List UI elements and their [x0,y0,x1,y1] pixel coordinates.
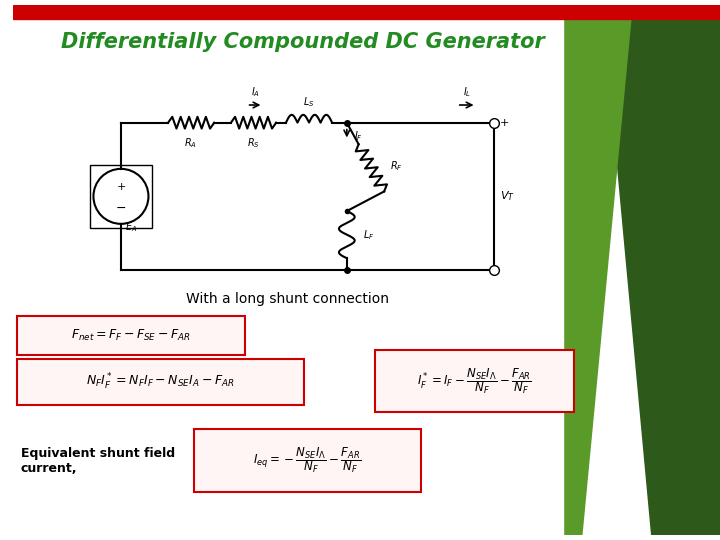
Text: $I_L$: $I_L$ [462,85,471,99]
Text: $R_F$: $R_F$ [390,159,402,173]
Bar [13,5,720,18]
FancyBboxPatch shape [375,349,574,413]
Text: $L_F$: $L_F$ [363,228,374,241]
Text: $R_S$: $R_S$ [247,137,260,150]
Polygon shape [602,5,720,535]
Text: $I_F^* = I_F - \dfrac{N_{SE} I_\Lambda}{N_F} - \dfrac{F_{AR}}{N_F}$: $I_F^* = I_F - \dfrac{N_{SE} I_\Lambda}{… [417,366,532,396]
FancyBboxPatch shape [194,429,421,492]
Text: $V_T$: $V_T$ [500,190,515,203]
Polygon shape [514,18,631,535]
Text: Differentially Compounded DC Generator: Differentially Compounded DC Generator [60,32,544,52]
Text: $I_{eq} = -\dfrac{N_{SE} I_\Lambda}{N_F} - \dfrac{F_{AR}}{N_F}$: $I_{eq} = -\dfrac{N_{SE} I_\Lambda}{N_F}… [253,446,361,475]
Bar [89,165,153,228]
Text: $F_{net} = F_F - F_{SE} - F_{AR}$: $F_{net} = F_F - F_{SE} - F_{AR}$ [71,328,191,343]
Text: $+$: $+$ [499,117,509,128]
Polygon shape [455,18,563,535]
Bar [13,18,563,535]
Text: With a long shunt connection: With a long shunt connection [186,293,390,307]
Text: Equivalent shunt field
current,: Equivalent shunt field current, [21,447,175,475]
Text: $R_A$: $R_A$ [184,137,197,150]
FancyBboxPatch shape [17,359,304,404]
Text: $E_A$: $E_A$ [125,220,137,234]
Text: $-$: $-$ [115,201,127,214]
FancyBboxPatch shape [17,316,245,355]
Text: $I_A$: $I_A$ [251,85,260,99]
Text: $I_F$: $I_F$ [354,130,363,143]
Text: $+$: $+$ [116,181,126,192]
Text: $L_S$: $L_S$ [303,95,314,109]
Text: $N_F I_F^* = N_F I_F - N_{SE} I_A - F_{AR}$: $N_F I_F^* = N_F I_F - N_{SE} I_A - F_{A… [86,372,235,392]
